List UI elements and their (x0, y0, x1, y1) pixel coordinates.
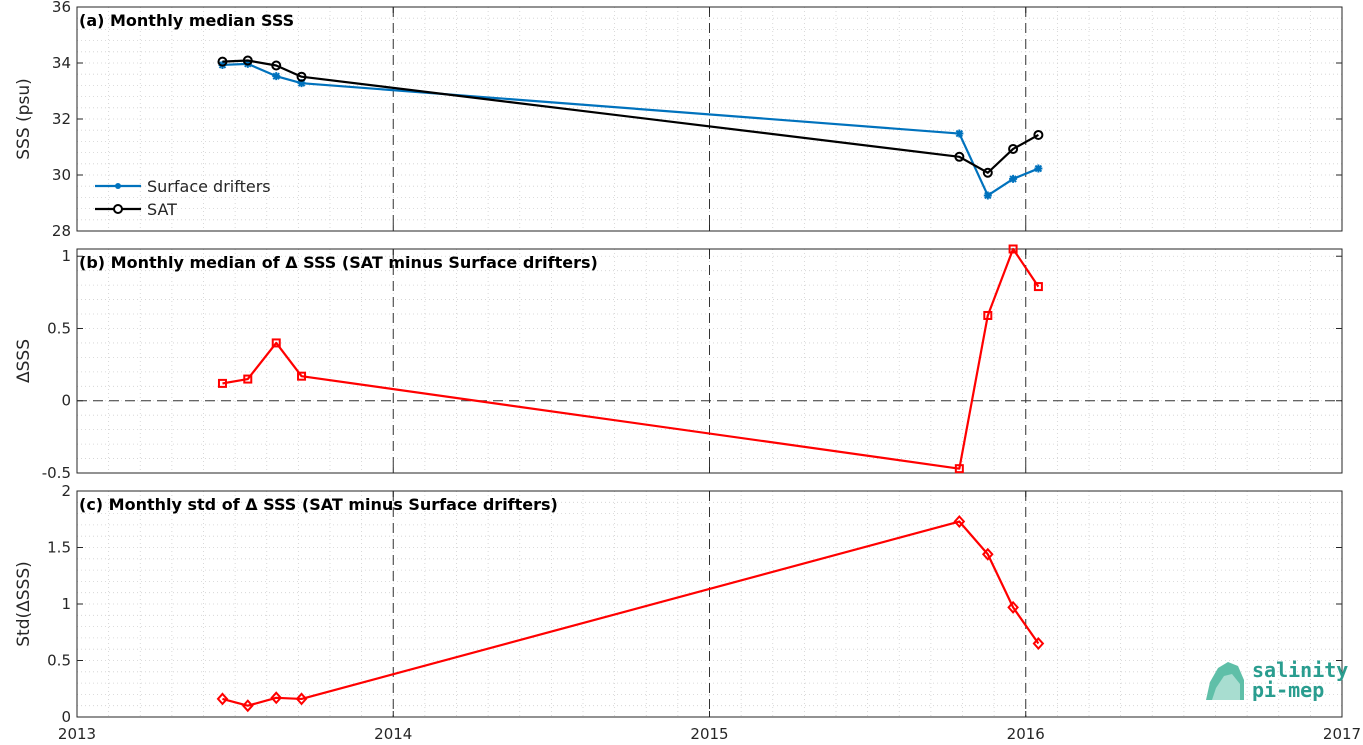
y-tick-label: 0 (61, 708, 71, 726)
y-axis-label: Std(ΔSSS) (14, 561, 34, 647)
data-point (1008, 143, 1019, 154)
data-point (295, 692, 308, 706)
series-line (222, 520, 1040, 707)
x-tick-label: 2017 (1323, 725, 1361, 743)
panel-title: (a) Monthly median SSS (79, 11, 294, 30)
data-point (217, 56, 228, 67)
panel-b-delta-sss: -0.5 0 0.5 1 ΔSSS (b) Monthly median of Δ SSS… (14, 244, 1343, 482)
data-point (954, 464, 964, 474)
legend-label: Surface drifters (147, 177, 271, 196)
legend-marker (115, 183, 121, 189)
series-line (222, 62, 1039, 197)
data-point (271, 60, 282, 71)
data-point (953, 515, 966, 529)
y-tick-label: 0 (61, 392, 71, 410)
y-axis-label: SSS (psu) (14, 78, 34, 159)
data-point (243, 374, 253, 384)
logo-line2: pi-mep (1252, 678, 1324, 702)
data-point (241, 699, 254, 713)
legend-marker (113, 204, 123, 214)
y-axis-label: ΔSSS (14, 339, 34, 383)
series-0 (216, 515, 1045, 713)
data-point-core (985, 192, 991, 198)
data-point (297, 371, 307, 381)
y-tick-label: 2 (61, 482, 71, 500)
data-point-core (299, 80, 305, 86)
x-tick-label: 2014 (374, 725, 412, 743)
data-point (242, 55, 253, 66)
x-tick-label: 2013 (58, 725, 96, 743)
data-point (1008, 244, 1018, 254)
x-tick-label: 2015 (690, 725, 728, 743)
panel-a-monthly-median-sss: 28 30 32 34 36 SSS (psu) (a) Monthly median SS… (14, 0, 1343, 240)
data-point (1032, 637, 1045, 651)
series-1 (217, 55, 1044, 178)
y-tick-label: 36 (52, 0, 71, 16)
data-point-core (273, 73, 279, 79)
panel-title: (b) Monthly median of Δ SSS (SAT minus S… (79, 253, 598, 272)
y-tick-label: 0.5 (47, 319, 71, 337)
y-tick-label: -0.5 (42, 464, 71, 482)
y-tick-label: 0.5 (47, 652, 71, 670)
y-tick-label: 1.5 (47, 539, 71, 557)
data-point (982, 167, 993, 178)
data-point (1007, 600, 1019, 614)
data-point (1033, 282, 1043, 292)
salinity-pi-mep-logo: salinity pi-mep (1206, 658, 1348, 702)
y-tick-label: 30 (52, 166, 71, 184)
legend: Surface drifters SAT (95, 177, 271, 219)
y-tick-label: 28 (52, 222, 71, 240)
data-point-core (1035, 166, 1041, 172)
data-point (271, 338, 281, 348)
data-point (270, 691, 283, 705)
logo-line1: salinity (1252, 658, 1348, 682)
data-point (983, 310, 993, 320)
data-point (296, 71, 307, 82)
data-point-core (956, 131, 962, 137)
panel-c-std-delta-sss: 0 0.5 1 1.5 2 2013 2014 2015 2016 2017 Std(ΔSSS) (c… (14, 482, 1361, 743)
logo-wave-inner-icon (1212, 674, 1240, 700)
data-point-core (1010, 176, 1016, 182)
legend-label: SAT (147, 200, 177, 219)
series-line (222, 247, 1040, 470)
y-tick-label: 34 (52, 54, 71, 72)
series-0 (217, 244, 1043, 474)
y-tick-label: 1 (61, 595, 71, 613)
x-tick-label: 2016 (1007, 725, 1045, 743)
panel-title: (c) Monthly std of Δ SSS (SAT minus Surf… (79, 495, 558, 514)
data-point (216, 692, 229, 706)
data-point (981, 547, 994, 561)
y-tick-label: 1 (61, 247, 71, 265)
y-tick-label: 32 (52, 110, 71, 128)
data-point (954, 151, 965, 162)
data-point (1033, 129, 1044, 140)
data-point (217, 378, 227, 388)
